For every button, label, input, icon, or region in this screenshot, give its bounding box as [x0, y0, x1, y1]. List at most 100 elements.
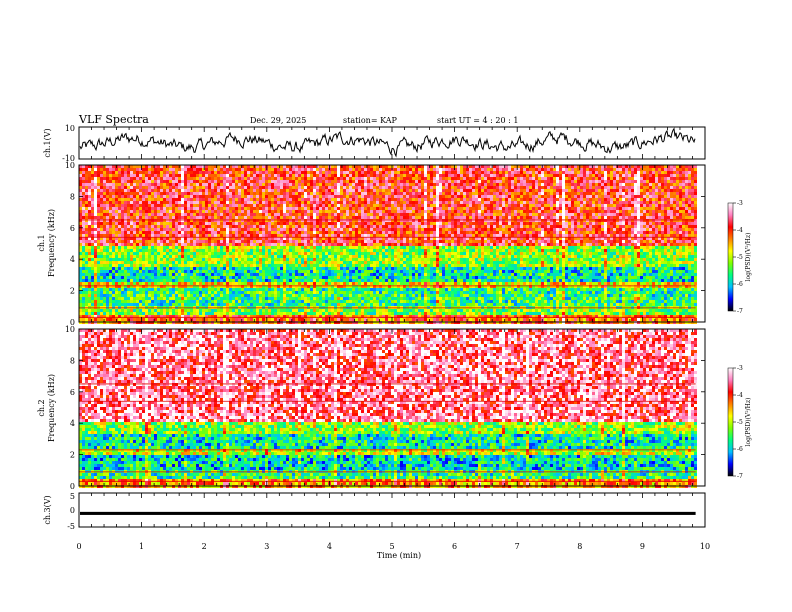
- spectrogram-cell: [103, 291, 106, 294]
- spectrogram-cell: [118, 264, 121, 267]
- spectrogram-cell: [130, 234, 133, 237]
- spectrogram-cell: [109, 255, 112, 258]
- spectrogram-cell: [85, 171, 88, 174]
- spectrogram-cell: [178, 225, 181, 228]
- spectrogram-cell: [94, 279, 97, 282]
- spectrogram-cell: [163, 201, 166, 204]
- spectrogram-cell: [85, 177, 88, 180]
- spectrogram-cell: [148, 258, 151, 261]
- spectrogram-cell: [109, 201, 112, 204]
- spectrogram-cell: [148, 270, 151, 273]
- spectrogram-cell: [184, 288, 187, 291]
- spectrogram-cell: [124, 222, 127, 225]
- spectrogram-cell: [94, 183, 97, 186]
- spectrogram-cell: [175, 312, 178, 315]
- spectrogram-cell: [184, 234, 187, 237]
- spectrogram-cell: [106, 168, 109, 171]
- spectrogram-cell: [94, 174, 97, 177]
- spectrogram-cell: [169, 246, 172, 249]
- spectrogram-cell: [172, 192, 175, 195]
- spectrogram-cell: [148, 240, 151, 243]
- spectrogram-cell: [133, 177, 136, 180]
- spectrogram-cell: [184, 270, 187, 273]
- spectrogram-cell: [115, 171, 118, 174]
- spectrogram-cell: [175, 201, 178, 204]
- spectrogram-cell: [169, 261, 172, 264]
- spectrogram-cell: [187, 168, 190, 171]
- spectrogram-cell: [148, 195, 151, 198]
- spectrogram-cell: [136, 282, 139, 285]
- spectrogram-cell: [136, 270, 139, 273]
- spectrogram-cell: [130, 282, 133, 285]
- spectrogram-cell: [94, 285, 97, 288]
- spectrogram-cell: [88, 294, 91, 297]
- spectrogram-cell: [91, 201, 94, 204]
- spectrogram-cell: [187, 192, 190, 195]
- spectrogram-cell: [121, 255, 124, 258]
- spectrogram-cell: [145, 243, 148, 246]
- spectrogram-cell: [139, 252, 142, 255]
- spectrogram-cell: [100, 240, 103, 243]
- spectrogram-cell: [94, 228, 97, 231]
- spectrogram-cell: [139, 246, 142, 249]
- spectrogram-cell: [142, 279, 145, 282]
- spectrogram-cell: [112, 219, 115, 222]
- spectrogram-cell: [130, 186, 133, 189]
- spectrogram-cell: [145, 255, 148, 258]
- spectrogram-cell: [139, 204, 142, 207]
- spectrogram-cell: [154, 219, 157, 222]
- spectrogram-cell: [85, 276, 88, 279]
- spectrogram-cell: [109, 282, 112, 285]
- spectrogram-cell: [100, 309, 103, 312]
- spectrogram-cell: [100, 225, 103, 228]
- spectrogram-cell: [142, 303, 145, 306]
- spectrogram-cell: [97, 249, 100, 252]
- spectrogram-cell: [166, 252, 169, 255]
- spectrogram-cell: [172, 285, 175, 288]
- spectrogram-cell: [181, 255, 184, 258]
- spectrogram-cell: [94, 267, 97, 270]
- spectrogram-cell: [109, 303, 112, 306]
- spectrogram-cell: [106, 195, 109, 198]
- spectrogram-cell: [85, 216, 88, 219]
- spectrogram-cell: [175, 198, 178, 201]
- spectrogram-cell: [103, 222, 106, 225]
- spectrogram-cell: [85, 195, 88, 198]
- spectrogram-cell: [163, 189, 166, 192]
- spectrogram-cell: [112, 174, 115, 177]
- spectrogram-cell: [109, 249, 112, 252]
- spectrogram-cell: [175, 282, 178, 285]
- spectrogram-cell: [151, 222, 154, 225]
- spectrogram-cell: [112, 180, 115, 183]
- spectrogram-cell: [85, 252, 88, 255]
- spectrogram-cell: [139, 294, 142, 297]
- spectrogram-cell: [121, 291, 124, 294]
- spectrogram-cell: [121, 279, 124, 282]
- spectrogram-cell: [133, 258, 136, 261]
- spectrogram-cell: [151, 219, 154, 222]
- spectrogram-cell: [121, 231, 124, 234]
- spectrogram-cell: [181, 234, 184, 237]
- spectrogram-cell: [187, 270, 190, 273]
- spectrogram-cell: [157, 183, 160, 186]
- spectrogram-cell: [178, 252, 181, 255]
- spectrogram-cell: [118, 273, 121, 276]
- spectrogram-cell: [115, 234, 118, 237]
- spectrogram-cell: [187, 279, 190, 282]
- spectrogram-cell: [118, 267, 121, 270]
- spectrogram-cell: [112, 228, 115, 231]
- spectrogram-cell: [97, 177, 100, 180]
- spectrogram-cell: [82, 300, 85, 303]
- spectrogram-cell: [157, 297, 160, 300]
- spectrogram-cell: [97, 204, 100, 207]
- spectrogram-cell: [118, 285, 121, 288]
- spectrogram-cell: [121, 192, 124, 195]
- spectrogram-cell: [115, 189, 118, 192]
- spectrogram-cell: [166, 261, 169, 264]
- spectrogram-cell: [130, 171, 133, 174]
- spectrogram-cell: [163, 222, 166, 225]
- spectrogram-cell: [124, 273, 127, 276]
- spectrogram-cell: [136, 252, 139, 255]
- spectrogram-cell: [187, 213, 190, 216]
- spectrogram-cell: [97, 312, 100, 315]
